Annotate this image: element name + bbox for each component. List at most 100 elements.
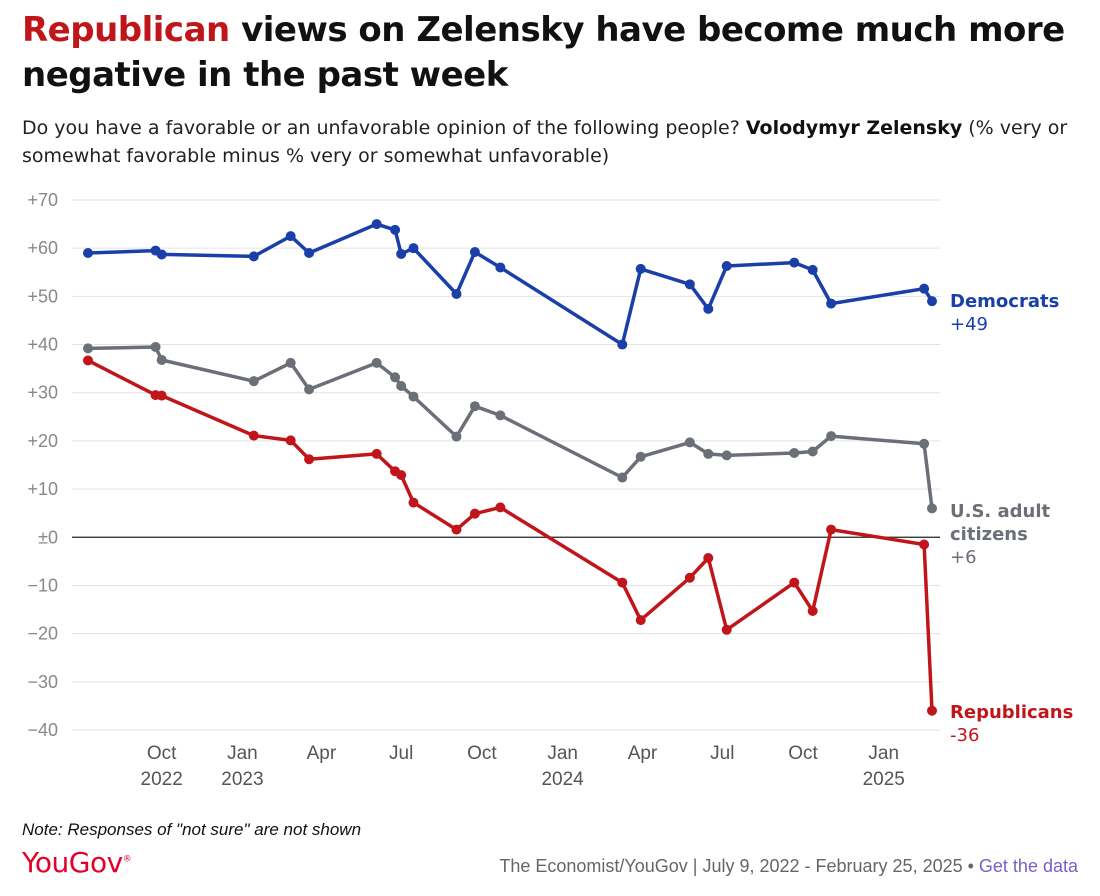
data-point-republicans — [285, 435, 296, 446]
x-tick-label: Jul — [389, 743, 413, 764]
y-tick-label: −40 — [27, 720, 58, 740]
y-tick-label: +20 — [27, 431, 58, 451]
yougov-logo: YouGov® — [22, 846, 132, 879]
data-point-republicans — [927, 705, 937, 716]
data-point-u-s-adult-citizens — [390, 372, 401, 383]
data-point-republicans — [304, 454, 315, 465]
y-tick-label: +70 — [27, 190, 58, 210]
data-point-republicans — [807, 605, 818, 616]
data-point-democrats — [703, 303, 714, 314]
title-highlight: Republican — [22, 10, 230, 50]
y-tick-label: −20 — [27, 624, 58, 644]
y-tick-label: −10 — [27, 575, 58, 595]
x-tick-label: Apr — [628, 743, 658, 764]
chart-note: Note: Responses of "not sure" are not sh… — [22, 820, 362, 839]
x-tick-label: Jul — [710, 743, 734, 764]
data-point-u-s-adult-citizens — [684, 437, 695, 448]
data-point-democrats — [807, 264, 818, 275]
data-point-democrats — [408, 243, 419, 254]
data-point-u-s-adult-citizens — [304, 384, 315, 395]
data-point-republicans — [703, 552, 714, 563]
logo-text: YouGov — [22, 846, 123, 879]
series-end-value-u-s-adult-citizens: +6 — [950, 547, 977, 568]
data-point-democrats — [721, 261, 732, 272]
data-point-u-s-adult-citizens — [927, 503, 937, 514]
data-point-democrats — [684, 279, 695, 290]
data-point-u-s-adult-citizens — [721, 450, 732, 461]
data-point-u-s-adult-citizens — [495, 410, 506, 421]
data-point-u-s-adult-citizens — [617, 472, 628, 483]
series-end-value-democrats: +49 — [950, 314, 988, 335]
data-point-republicans — [617, 577, 628, 588]
data-point-republicans — [684, 572, 695, 583]
series-end-value-republicans: -36 — [950, 725, 979, 746]
data-point-republicans — [789, 577, 800, 588]
x-tick-label: Oct — [147, 743, 177, 764]
source-line: The Economist/YouGov | July 9, 2022 - Fe… — [499, 856, 1078, 877]
line-chart: +70 +60 +50 +40 +30 +20 +10 ±0 −10 −20 −30 −40 Oct 2… — [27, 190, 1073, 790]
x-tick-label: Apr — [307, 743, 337, 764]
y-tick-label: ±0 — [38, 527, 58, 547]
data-point-democrats — [919, 283, 930, 294]
data-point-u-s-adult-citizens — [156, 354, 167, 365]
data-point-u-s-adult-citizens — [83, 343, 93, 354]
subtitle-question: Do you have a favorable or an unfavorabl… — [22, 117, 746, 139]
series-line-republicans — [87, 358, 934, 711]
data-point-republicans — [248, 430, 259, 441]
subtitle-metric: (% very or somewhat favorable minus % ve… — [22, 117, 1068, 167]
data-point-democrats — [371, 219, 382, 230]
data-point-democrats — [451, 288, 462, 299]
data-point-u-s-adult-citizens — [826, 431, 837, 442]
data-point-democrats — [635, 263, 646, 274]
gridlines — [72, 199, 940, 731]
get-data-link[interactable]: Get the data — [978, 856, 1078, 876]
data-point-u-s-adult-citizens — [789, 447, 800, 458]
data-point-democrats — [927, 296, 937, 307]
series-label-u-s-adult-citizens: U.S. adult — [950, 501, 1051, 522]
data-point-u-s-adult-citizens — [408, 391, 419, 402]
data-point-democrats — [285, 231, 296, 242]
data-point-u-s-adult-citizens — [919, 438, 930, 449]
data-point-u-s-adult-citizens — [396, 380, 407, 391]
data-point-democrats — [495, 262, 506, 273]
data-point-democrats — [826, 298, 837, 309]
data-point-u-s-adult-citizens — [807, 446, 818, 457]
x-tick-year: 2022 — [141, 769, 183, 790]
data-point-democrats — [83, 248, 93, 258]
subtitle-subject: Volodymyr Zelensky — [745, 117, 963, 139]
data-point-republicans — [469, 508, 480, 519]
data-point-democrats — [789, 257, 800, 268]
x-tick-label: Oct — [467, 743, 497, 764]
series-line-democrats — [87, 222, 934, 347]
data-point-democrats — [248, 251, 259, 262]
data-point-u-s-adult-citizens — [703, 448, 714, 459]
data-point-republicans — [396, 470, 407, 481]
series-label-u-s-adult-citizens: citizens — [950, 524, 1028, 545]
x-tick-label: Jan — [547, 743, 578, 764]
data-point-u-s-adult-citizens — [451, 431, 462, 442]
y-tick-label: +30 — [27, 383, 58, 403]
x-tick-year: 2024 — [541, 769, 584, 790]
series-label-democrats: Democrats — [950, 291, 1059, 312]
data-point-democrats — [617, 339, 628, 350]
y-tick-label: −30 — [27, 672, 58, 692]
data-point-democrats — [156, 249, 167, 260]
data-point-republicans — [156, 390, 167, 401]
registered-mark-icon: ® — [122, 854, 132, 865]
series-line-u-s-adult-citizens — [87, 345, 934, 509]
data-point-republicans — [919, 539, 930, 550]
chart-title: Republican views on Zelensky have become… — [22, 8, 1082, 98]
x-axis: Oct 2022 Jan 2023 Apr Jul Oct Jan 2024 Apr Jul Oct J… — [141, 743, 905, 790]
title-rest: views on Zelensky have become much more … — [22, 10, 1065, 95]
data-point-u-s-adult-citizens — [635, 451, 646, 462]
data-point-republicans — [83, 355, 93, 366]
data-point-democrats — [390, 224, 401, 235]
data-point-u-s-adult-citizens — [285, 357, 296, 368]
data-point-u-s-adult-citizens — [248, 376, 259, 387]
data-point-republicans — [451, 524, 462, 535]
data-point-u-s-adult-citizens — [469, 401, 480, 412]
x-tick-year: 2023 — [221, 769, 263, 790]
series-label-republicans: Republicans — [950, 702, 1073, 723]
data-point-u-s-adult-citizens — [150, 341, 161, 352]
